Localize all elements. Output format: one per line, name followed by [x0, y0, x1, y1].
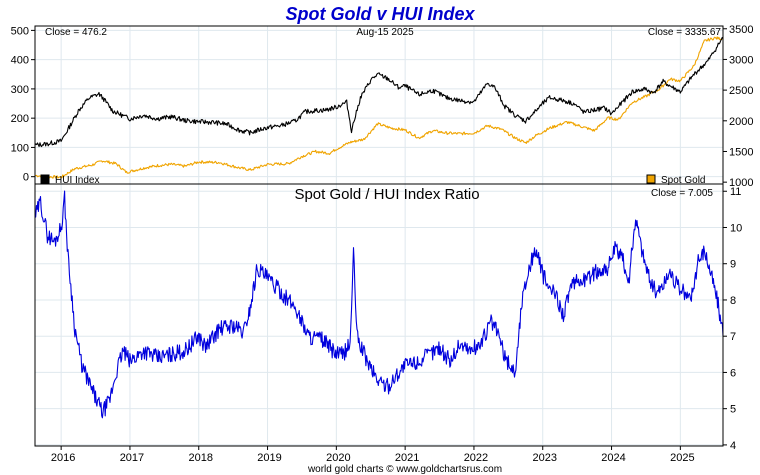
bottom-panel-border — [34, 183, 724, 447]
hui-tick-label: 500 — [11, 25, 29, 37]
hui-tick-label: 100 — [11, 142, 29, 154]
ratio-tick-label: 4 — [730, 440, 736, 452]
hui-line — [34, 36, 724, 148]
ratio-tick-label: 6 — [730, 367, 736, 379]
ratio-tick-label: 10 — [730, 222, 742, 234]
top-right-readout: Close = 3335.67 — [648, 27, 722, 38]
series-layer — [34, 25, 724, 447]
hui-tick-label: 300 — [11, 84, 29, 96]
ratio-line — [34, 190, 724, 419]
axis-layer: 2016 2017 2018 2019 2020 2021 2022 2023 2024 2025… — [11, 24, 754, 464]
gold-tick-label: 3000 — [729, 54, 753, 66]
chart-title: Spot Gold v HUI Index — [285, 4, 475, 24]
legend-hui-swatch — [40, 174, 50, 184]
legend-hui-label: HUI Index — [55, 175, 99, 186]
footer-credit: world gold charts © www.goldchartsrus.co… — [307, 464, 502, 475]
legend-gold-swatch — [646, 174, 656, 184]
gold-tick-label: 1500 — [729, 146, 753, 158]
x-tick-label: 2022 — [464, 452, 488, 464]
top-left-readout: Close = 476.2 — [45, 27, 107, 38]
x-tick-label: 2017 — [120, 452, 144, 464]
ratio-tick-label: 11 — [730, 186, 741, 198]
x-tick-label: 2018 — [189, 452, 213, 464]
x-tick-label: 2016 — [51, 452, 75, 464]
bottom-panel-frame — [34, 183, 724, 447]
x-tick-label: 2021 — [395, 452, 419, 464]
x-tick-label: 2023 — [533, 452, 557, 464]
top-date-readout: Aug-15 2025 — [356, 27, 414, 38]
ratio-tick-label: 5 — [730, 404, 736, 416]
ratio-readout: Close = 7.005 — [651, 188, 713, 199]
gold-tick-label: 3500 — [729, 24, 753, 36]
grid-layer — [35, 26, 723, 446]
ratio-panel-title: Spot Gold / HUI Index Ratio — [294, 186, 479, 203]
ratio-tick-label: 8 — [730, 295, 736, 307]
gold-tick-label: 1000 — [729, 177, 753, 189]
x-tick-label: 2024 — [601, 452, 625, 464]
hui-tick-label: 0 — [23, 172, 29, 184]
gold-tick-label: 2500 — [729, 85, 753, 97]
ratio-tick-label: 7 — [730, 331, 736, 343]
gold-tick-label: 2000 — [729, 116, 753, 128]
gold-line — [34, 36, 724, 179]
x-tick-label: 2020 — [326, 452, 350, 464]
x-tick-label: 2025 — [670, 452, 694, 464]
ratio-tick-label: 9 — [730, 259, 736, 271]
legend-gold-label: Spot Gold — [661, 175, 705, 186]
x-tick-label: 2019 — [257, 452, 281, 464]
hui-tick-label: 200 — [11, 113, 29, 125]
hui-tick-label: 400 — [11, 55, 29, 67]
